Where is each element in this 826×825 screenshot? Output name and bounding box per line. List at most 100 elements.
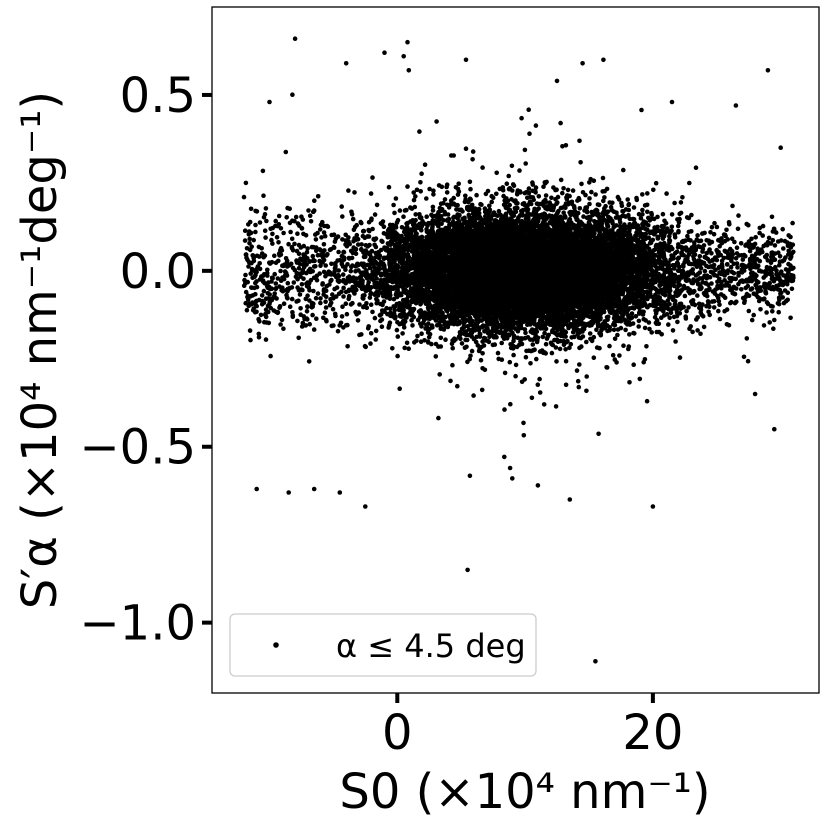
scatter-point [725,237,730,242]
scatter-point [790,220,795,226]
scatter-point [506,173,512,179]
scatter-point [323,305,329,310]
scatter-point [640,192,645,197]
scatter-point [444,182,450,187]
scatter-point [431,188,436,193]
scatter-point [379,324,385,330]
scatter-point [570,188,576,193]
scatter-point [521,420,526,426]
scatter-point [711,305,717,310]
scatter-point [545,214,551,219]
scatter-point [626,201,632,207]
scatter-point [767,320,772,325]
scatter-point [315,252,321,258]
scatter-point [431,192,436,197]
scatter-point [242,277,247,283]
scatter-point [268,353,273,359]
scatter-point [291,280,297,285]
scatter-point [584,374,589,379]
scatter-point [764,310,769,315]
scatter-point [390,314,396,319]
scatter-point [311,327,317,332]
scatter-point [393,196,399,201]
scatter-point [639,107,644,113]
scatter-point [736,213,741,218]
scatter-point [448,378,453,384]
scatter-point [281,326,286,332]
scatter-point [734,245,740,250]
scatter-point [242,228,248,233]
scatter-point [418,180,423,185]
scatter-point [256,331,262,337]
scatter-point [274,235,280,240]
scatter-point [350,216,356,222]
scatter-point [777,262,782,268]
scatter-point [305,246,310,251]
scatter-point [307,213,313,218]
scatter-point [413,194,418,199]
scatter-point [634,197,640,203]
scatter-point [722,278,727,283]
scatter-point [769,214,775,220]
scatter-point [437,372,443,377]
scatter-point [558,120,563,126]
scatter-point [579,181,584,187]
scatter-point [669,224,675,230]
scatter-point [261,288,267,294]
scatter-point [483,191,489,197]
scatter-point [575,378,581,384]
scatter-point [693,165,699,170]
scatter-point [499,340,505,346]
scatter-point [354,232,360,238]
scatter-point [352,190,357,195]
scatter-point [346,188,351,193]
scatter-point [522,190,528,196]
scatter-point [450,362,455,368]
scatter-point [675,223,681,229]
scatter-point [682,293,688,299]
scatter-point [522,147,528,153]
scatter-point [427,186,432,192]
scatter-point [455,192,461,197]
scatter-point [772,243,778,248]
scatter-point [289,296,295,302]
scatter-point [288,229,293,235]
scatter-point [438,335,444,341]
scatter-point [370,309,375,315]
scatter-point [479,387,485,393]
scatter-point [459,341,465,346]
scatter-point [417,129,422,134]
scatter-point [402,345,408,351]
scatter-point [695,293,700,298]
scatter-point [521,433,527,438]
scatter-point [567,222,572,228]
scatter-point [560,144,565,149]
scatter-point [587,331,593,336]
scatter-point [655,214,660,220]
scatter-point [678,200,684,205]
scatter-point [267,286,273,292]
scatter-point [730,203,735,209]
scatter-point [711,231,717,237]
scatter-point [587,201,592,207]
scatter-point [669,212,675,217]
scatter-point [701,324,707,330]
scatter-point [601,57,606,63]
scatter-point [788,315,793,321]
scatter-point [419,324,424,329]
scatter-point [758,307,763,312]
scatter-point [372,212,378,217]
scatter-point [397,208,403,213]
scatter-points [241,36,796,664]
scatter-point [746,308,752,314]
scatter-point [651,216,657,222]
scatter-point [508,401,513,407]
scatter-point [424,196,429,201]
scatter-point [370,226,375,232]
scatter-point [495,350,501,356]
scatter-point [395,353,400,359]
scatter-point [644,398,650,404]
scatter-point [395,334,401,339]
scatter-point [247,328,253,333]
